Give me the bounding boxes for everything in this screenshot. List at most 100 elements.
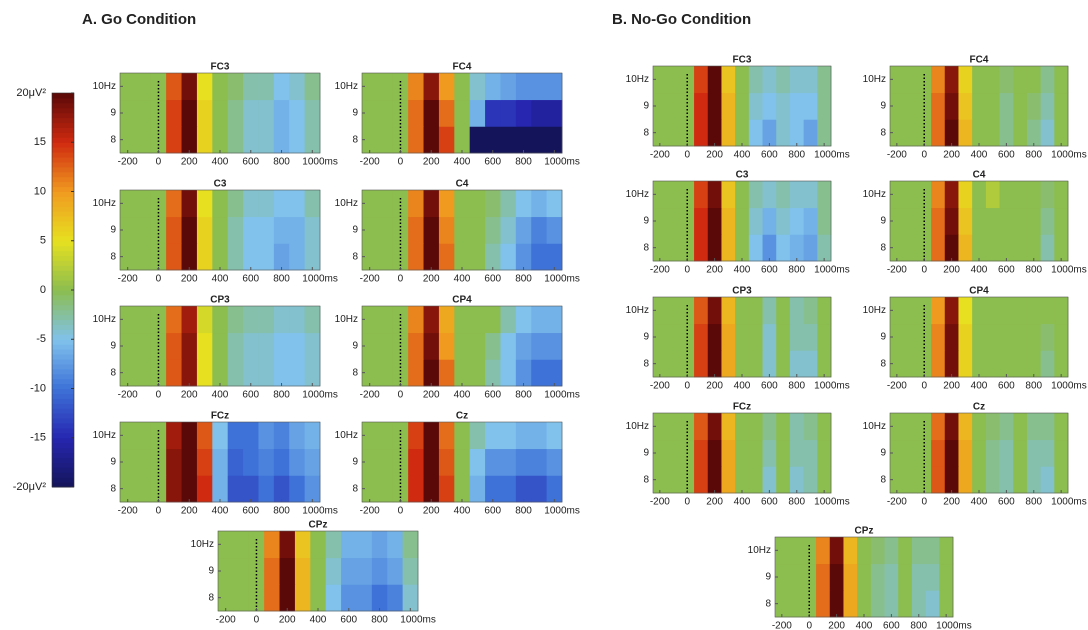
heatmap-cell — [762, 181, 777, 209]
heatmap-cell — [387, 584, 404, 612]
y-tick-label: 9 — [110, 108, 116, 119]
x-tick-label: 600 — [242, 157, 259, 168]
heatmap-cell — [196, 475, 213, 503]
heatmap-cell — [1026, 92, 1042, 120]
heatmap-cell — [500, 190, 517, 218]
heatmap-cell — [454, 216, 471, 244]
y-tick-label: 8 — [643, 474, 649, 485]
colorbar-swatch — [52, 255, 74, 261]
heatmap-cell — [120, 190, 136, 218]
x-tick-label: 1000ms — [1051, 265, 1087, 276]
heatmap-cell — [135, 126, 152, 154]
heatmap-cell — [402, 531, 419, 559]
heatmap-cell — [735, 350, 750, 378]
heatmap-cell — [735, 92, 750, 120]
heatmap-cell — [653, 350, 668, 378]
heatmap-cell — [925, 563, 940, 591]
colorbar-swatch — [52, 171, 74, 178]
heatmap-cell — [653, 413, 668, 441]
x-tick-label: 200 — [943, 497, 960, 508]
heatmap-cell — [423, 190, 440, 218]
heatmap-cell — [958, 350, 973, 378]
heatmap-cell — [392, 73, 409, 101]
heatmap-cell — [680, 413, 695, 441]
colorbar-swatch — [52, 368, 74, 375]
heatmap-cell — [135, 332, 152, 360]
heatmap-cell — [304, 73, 321, 101]
heatmap-cell — [150, 73, 167, 101]
x-tick-label: 200 — [279, 615, 296, 626]
heatmap-cell — [735, 66, 750, 94]
heatmap-cell — [788, 590, 803, 618]
x-tick-label: 800 — [788, 497, 805, 508]
heatmap-cell — [454, 475, 471, 503]
heatmap-cell — [531, 475, 548, 503]
heatmap-cell — [218, 584, 234, 612]
heatmap-cell — [803, 234, 818, 262]
x-tick-label: 1000ms — [814, 265, 850, 276]
x-tick-label: 400 — [454, 274, 471, 285]
heatmap-cell — [972, 466, 987, 494]
x-tick-label: 0 — [156, 274, 162, 285]
colorbar-swatch — [52, 319, 74, 325]
x-tick-label: 400 — [971, 497, 988, 508]
x-tick-label: 200 — [181, 390, 198, 401]
heatmap-cell — [1026, 466, 1042, 494]
heatmap-cell — [653, 234, 668, 262]
heatmap-cell — [890, 297, 905, 325]
x-tick-label: 800 — [515, 506, 532, 517]
heatmap-cell — [944, 297, 959, 325]
heatmap-cell — [304, 306, 321, 334]
heatmap-cell — [264, 584, 280, 612]
y-tick-label: 9 — [880, 332, 886, 343]
heatmap-cell — [931, 119, 946, 147]
y-tick-label: 9 — [880, 448, 886, 459]
colorbar-swatch — [52, 393, 74, 399]
heatmap-cell — [196, 422, 213, 450]
heatmap-cell — [939, 537, 954, 565]
x-tick-label: 800 — [1025, 150, 1042, 161]
heatmap-cell — [515, 243, 532, 271]
heatmap-cell — [803, 413, 818, 441]
x-tick-label: 600 — [484, 506, 501, 517]
x-tick-label: 600 — [883, 621, 900, 630]
heatmap-cell — [1054, 234, 1069, 262]
heatmap-cell — [515, 475, 532, 503]
x-tick-label: 800 — [1025, 381, 1042, 392]
heatmap-cell — [273, 126, 290, 154]
y-tick-label: 8 — [110, 251, 116, 262]
colorbar-swatch — [52, 132, 74, 138]
heatmap-cell — [972, 234, 987, 262]
heatmap-cell — [135, 306, 152, 334]
heatmap-cell — [890, 92, 905, 120]
heatmap-cell — [762, 66, 777, 94]
heatmap-cell — [789, 181, 805, 209]
heatmap-cell — [377, 306, 394, 334]
heatmap-cell — [931, 66, 946, 94]
heatmap-cell — [789, 466, 805, 494]
y-tick-label: 8 — [643, 358, 649, 369]
heatmap-cell — [972, 413, 987, 441]
colorbar-swatch — [52, 102, 74, 109]
chart-title: CP4 — [452, 295, 472, 306]
heatmap-cell — [212, 422, 229, 450]
heatmap-cell — [817, 207, 832, 235]
heatmap-cell — [408, 243, 424, 271]
heatmap-cell — [802, 537, 817, 565]
heatmap-cell — [748, 92, 763, 120]
x-tick-label: 800 — [273, 157, 290, 168]
heatmap-cell — [707, 466, 722, 494]
x-tick-label: 0 — [398, 274, 404, 285]
heatmap-cell — [944, 207, 959, 235]
heatmap-cell — [776, 323, 791, 351]
colorbar-swatch — [52, 221, 74, 227]
heatmap-cell — [721, 181, 736, 209]
y-tick-label: 8 — [110, 134, 116, 145]
heatmap-cell — [903, 92, 918, 120]
x-tick-label: -200 — [118, 390, 138, 401]
heatmap-cell — [857, 537, 872, 565]
heatmap-cell — [707, 234, 722, 262]
heatmap-cell — [371, 557, 388, 585]
x-tick-label: -200 — [118, 157, 138, 168]
heatmap-cell — [903, 66, 918, 94]
